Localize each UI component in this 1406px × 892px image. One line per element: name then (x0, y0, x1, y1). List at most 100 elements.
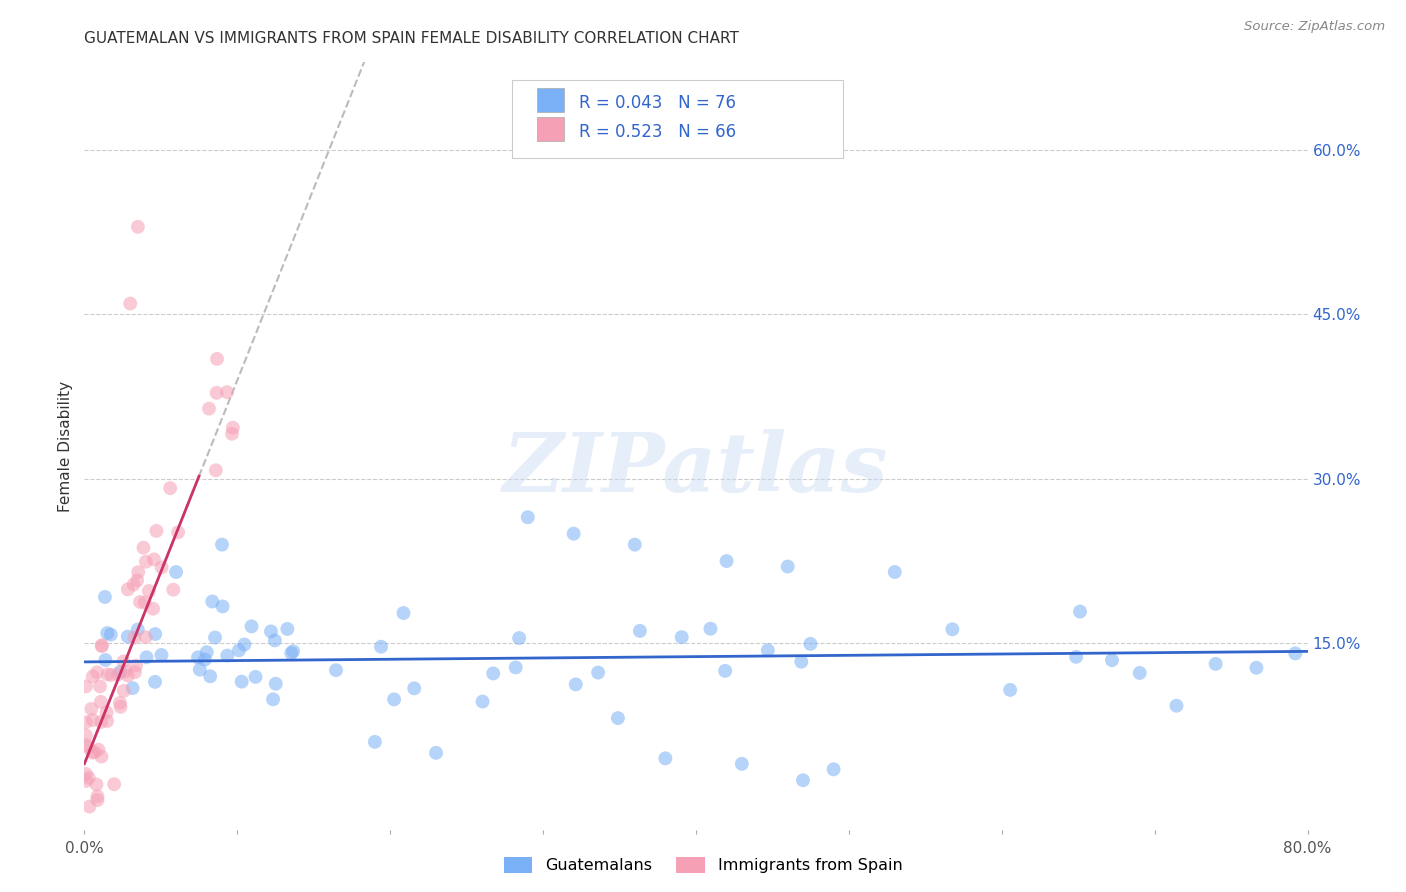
Bar (537, 117, 564, 141)
Point (94, 653, 117, 667)
Point (159, 481, 181, 495)
Point (392, 606, 415, 620)
Point (86, 789, 108, 804)
Point (586, 665, 609, 680)
Bar (537, 88, 564, 112)
Point (120, 296, 142, 310)
Point (222, 421, 245, 435)
Point (117, 582, 139, 597)
Point (205, 385, 228, 400)
Point (776, 559, 799, 574)
Y-axis label: Female Disability: Female Disability (58, 380, 73, 512)
Point (699, 622, 721, 636)
Point (606, 711, 628, 725)
Point (263, 633, 285, 648)
Point (132, 541, 155, 555)
Point (1284, 647, 1306, 661)
Point (204, 631, 226, 645)
Point (188, 663, 211, 677)
Point (799, 637, 821, 651)
Point (94, 590, 117, 604)
Point (143, 627, 166, 641)
Point (883, 565, 905, 579)
Point (364, 735, 387, 749)
Point (96, 706, 118, 720)
Point (108, 696, 131, 710)
Point (654, 751, 676, 765)
Point (1101, 653, 1123, 667)
Point (124, 631, 146, 645)
Point (221, 426, 243, 441)
Point (82, 713, 104, 727)
Text: ZIPatlas: ZIPatlas (503, 429, 889, 509)
Point (77, 740, 100, 755)
Point (127, 565, 149, 579)
Point (671, 630, 693, 644)
Point (205, 351, 228, 366)
Point (162, 582, 184, 597)
Point (87, 742, 110, 756)
Point (998, 682, 1021, 697)
Point (90, 749, 112, 764)
Point (117, 668, 139, 682)
Text: GUATEMALAN VS IMMIGRANTS FROM SPAIN FEMALE DISABILITY CORRELATION CHART: GUATEMALAN VS IMMIGRANTS FROM SPAIN FEMA… (84, 31, 740, 46)
Text: R = 0.523   N = 66: R = 0.523 N = 66 (578, 123, 735, 141)
Point (562, 526, 585, 541)
Point (75, 767, 97, 781)
Point (135, 630, 157, 644)
Point (211, 599, 233, 614)
Point (75, 738, 97, 752)
Point (217, 648, 239, 663)
Text: R = 0.043   N = 76: R = 0.043 N = 76 (578, 94, 735, 112)
Point (714, 664, 737, 678)
Point (404, 681, 426, 696)
Point (941, 622, 963, 636)
Point (82, 669, 104, 683)
Legend: Guatemalans, Immigrants from Spain: Guatemalans, Immigrants from Spain (498, 850, 908, 880)
Point (90, 639, 112, 653)
Point (90, 638, 112, 652)
Point (121, 681, 143, 695)
Point (198, 401, 221, 416)
Point (114, 665, 136, 679)
Point (264, 677, 287, 691)
FancyBboxPatch shape (513, 80, 842, 158)
Point (127, 219, 149, 234)
Point (280, 646, 302, 660)
Text: Source: ZipAtlas.com: Source: ZipAtlas.com (1244, 20, 1385, 33)
Point (75, 728, 97, 742)
Point (790, 655, 813, 669)
Point (77, 771, 100, 785)
Point (276, 622, 298, 636)
Point (143, 552, 166, 566)
Point (96, 626, 118, 640)
Point (482, 666, 505, 681)
Point (205, 463, 228, 477)
Point (89, 679, 111, 693)
Point (127, 623, 149, 637)
Point (80, 702, 103, 716)
Point (135, 555, 157, 569)
Point (134, 596, 156, 610)
Point (135, 650, 157, 665)
Point (792, 773, 814, 788)
Point (150, 560, 173, 574)
Point (731, 756, 754, 771)
Point (187, 650, 209, 665)
Point (228, 643, 250, 657)
Point (108, 665, 131, 679)
Point (100, 668, 122, 682)
Point (1064, 649, 1087, 664)
Point (127, 574, 149, 588)
Point (112, 655, 135, 669)
Point (370, 640, 392, 654)
Point (110, 699, 132, 714)
Point (628, 624, 651, 638)
Point (194, 652, 217, 666)
Point (716, 554, 738, 568)
Point (79, 799, 101, 814)
Point (262, 692, 284, 706)
Point (215, 385, 238, 400)
Point (240, 619, 263, 633)
Point (201, 594, 224, 608)
